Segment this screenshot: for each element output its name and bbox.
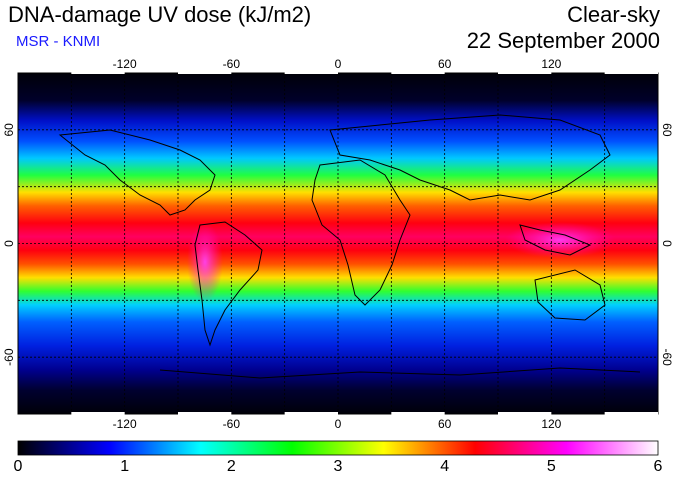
africa-outline bbox=[311, 159, 411, 306]
frame-segment bbox=[391, 71, 445, 74]
frame-segment bbox=[178, 71, 232, 74]
frame-segment bbox=[604, 412, 658, 415]
lon-tick-label: 120 bbox=[541, 57, 561, 71]
colorbar-tick-label: 4 bbox=[440, 458, 450, 475]
lat-tick-label: 0 bbox=[2, 240, 16, 247]
colorbar-tick-label: 6 bbox=[653, 458, 663, 475]
frame-segment bbox=[391, 412, 445, 415]
frame-segment bbox=[498, 71, 552, 74]
indonesia-hotspot bbox=[505, 222, 615, 258]
andes-hotspot bbox=[187, 222, 223, 302]
coastlines bbox=[58, 114, 641, 379]
lat-tick-label: -60 bbox=[660, 348, 674, 366]
eurasia-outline bbox=[329, 114, 611, 201]
lat-tick-label: 0 bbox=[660, 240, 674, 247]
antarctica-outline bbox=[159, 367, 641, 379]
frame-segment bbox=[498, 412, 552, 415]
lat-tick-label: 60 bbox=[2, 123, 16, 137]
lon-tick-label: -60 bbox=[223, 417, 241, 431]
colorbar-tick-label: 0 bbox=[13, 458, 23, 475]
map-date: 22 September 2000 bbox=[466, 28, 660, 53]
lon-labels-top: -120 -60 0 60 120 bbox=[113, 57, 562, 71]
graticule bbox=[18, 73, 658, 414]
frame-segment bbox=[71, 412, 125, 415]
colorbar-tick-label: 2 bbox=[226, 458, 236, 475]
lat-tick-label: -60 bbox=[2, 348, 16, 366]
frame-segment bbox=[178, 412, 232, 415]
map-title: DNA-damage UV dose (kJ/m2) bbox=[8, 2, 312, 27]
map-subtitle: MSR - KNMI bbox=[16, 33, 101, 50]
frame-ticks bbox=[71, 71, 658, 415]
lon-tick-label: -120 bbox=[113, 417, 137, 431]
lon-tick-label: -120 bbox=[113, 57, 137, 71]
frame-segment bbox=[284, 71, 338, 74]
lat-labels-right: 60 0 -60 bbox=[660, 123, 674, 366]
lon-tick-label: 0 bbox=[335, 417, 342, 431]
lon-labels-bottom: -120 -60 0 60 120 bbox=[113, 417, 562, 431]
lon-tick-label: 120 bbox=[541, 417, 561, 431]
lat-labels-left: 60 0 -60 bbox=[2, 123, 16, 366]
lon-tick-label: 0 bbox=[335, 57, 342, 71]
colorbar-tick-label: 5 bbox=[546, 458, 556, 475]
indonesia-outline bbox=[519, 224, 592, 256]
sky-condition: Clear-sky bbox=[567, 2, 660, 27]
south-america-outline bbox=[194, 221, 263, 347]
lon-tick-label: -60 bbox=[223, 57, 241, 71]
colorbar-tick-label: 1 bbox=[120, 458, 130, 475]
colorbar-tick-label: 3 bbox=[333, 458, 343, 475]
colorbar bbox=[17, 440, 659, 456]
lat-tick-label: 60 bbox=[660, 123, 674, 137]
frame-segment bbox=[604, 71, 658, 74]
north-america-outline bbox=[58, 129, 216, 216]
lon-tick-label: 60 bbox=[438, 417, 452, 431]
frame-segment bbox=[284, 412, 338, 415]
frame-segment bbox=[71, 71, 125, 74]
lon-tick-label: 60 bbox=[438, 57, 452, 71]
australia-outline bbox=[534, 269, 606, 321]
